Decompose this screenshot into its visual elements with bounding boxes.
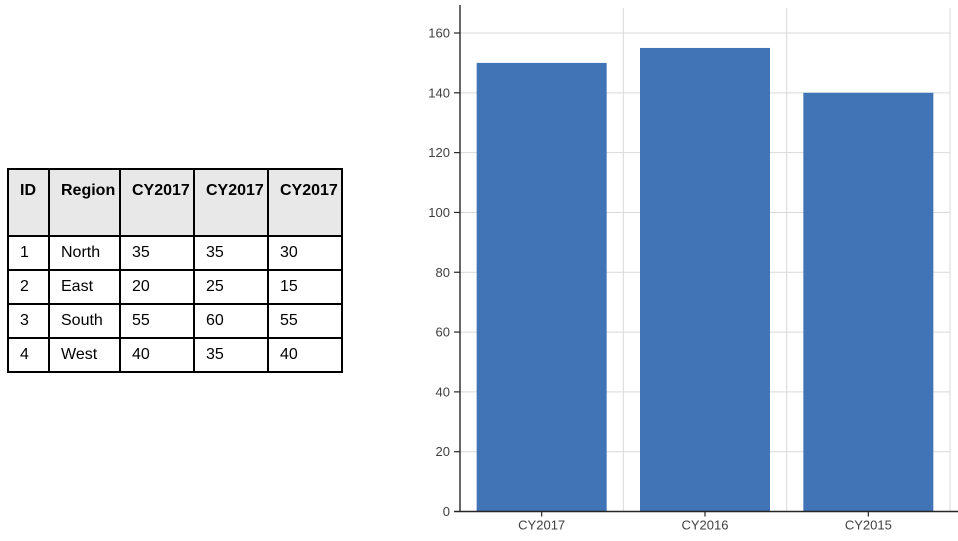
- cell-value[interactable]: 55: [267, 303, 343, 339]
- cell-id[interactable]: 1: [7, 235, 50, 271]
- bar-chart[interactable]: 0 20 40 60 80 100 120 140 160 CY2017 CY2016 CY2015: [420, 0, 958, 541]
- cell-value[interactable]: 40: [119, 337, 195, 373]
- bar-CY2017[interactable]: [476, 62, 607, 512]
- cell-value[interactable]: 35: [193, 235, 269, 271]
- y-axis-label: 20: [436, 444, 450, 459]
- header-cell-cy2017a[interactable]: CY2017: [119, 168, 195, 237]
- y-axis-label: 80: [436, 265, 450, 280]
- table-row: 1 North 35 35 30: [7, 235, 343, 271]
- cell-value[interactable]: 15: [267, 269, 343, 305]
- cell-value[interactable]: 30: [267, 235, 343, 271]
- y-axis-label: 100: [428, 205, 450, 220]
- cell-value[interactable]: 60: [193, 303, 269, 339]
- data-table[interactable]: ID Region CY2017 CY2017 CY2017 1 North 3…: [7, 168, 343, 373]
- cell-value[interactable]: 35: [193, 337, 269, 373]
- y-axis-label: 160: [428, 26, 450, 41]
- table-header-row: ID Region CY2017 CY2017 CY2017: [7, 168, 343, 237]
- y-axis-label: 120: [428, 145, 450, 160]
- x-axis-label: CY2016: [682, 518, 729, 533]
- cell-region[interactable]: South: [48, 303, 121, 339]
- header-cell-id[interactable]: ID: [7, 168, 50, 237]
- y-axis-label: 140: [428, 85, 450, 100]
- cell-id[interactable]: 4: [7, 337, 50, 373]
- table-row: 2 East 20 25 15: [7, 269, 343, 305]
- y-axis-label: 0: [443, 504, 450, 519]
- cell-value[interactable]: 25: [193, 269, 269, 305]
- y-axis-label: 40: [436, 384, 450, 399]
- y-axis-label: 60: [436, 325, 450, 340]
- cell-region[interactable]: North: [48, 235, 121, 271]
- header-cell-cy2017b[interactable]: CY2017: [193, 168, 269, 237]
- header-cell-region[interactable]: Region: [48, 168, 121, 237]
- bar-CY2015[interactable]: [803, 92, 934, 512]
- x-axis-label: CY2017: [518, 518, 565, 533]
- table-row: 4 West 40 35 40: [7, 337, 343, 373]
- cell-value[interactable]: 55: [119, 303, 195, 339]
- bar-chart-svg: 0 20 40 60 80 100 120 140 160 CY2017 CY2016 CY2015: [428, 5, 958, 533]
- table-row: 3 South 55 60 55: [7, 303, 343, 339]
- cell-value[interactable]: 35: [119, 235, 195, 271]
- cell-id[interactable]: 3: [7, 303, 50, 339]
- data-table-container: ID Region CY2017 CY2017 CY2017 1 North 3…: [7, 168, 343, 373]
- cell-value[interactable]: 40: [267, 337, 343, 373]
- x-axis-label: CY2015: [845, 518, 892, 533]
- cell-id[interactable]: 2: [7, 269, 50, 305]
- cell-region[interactable]: East: [48, 269, 121, 305]
- cell-region[interactable]: West: [48, 337, 121, 373]
- header-cell-cy2017c[interactable]: CY2017: [267, 168, 343, 237]
- bar-CY2016[interactable]: [640, 47, 770, 512]
- cell-value[interactable]: 20: [119, 269, 195, 305]
